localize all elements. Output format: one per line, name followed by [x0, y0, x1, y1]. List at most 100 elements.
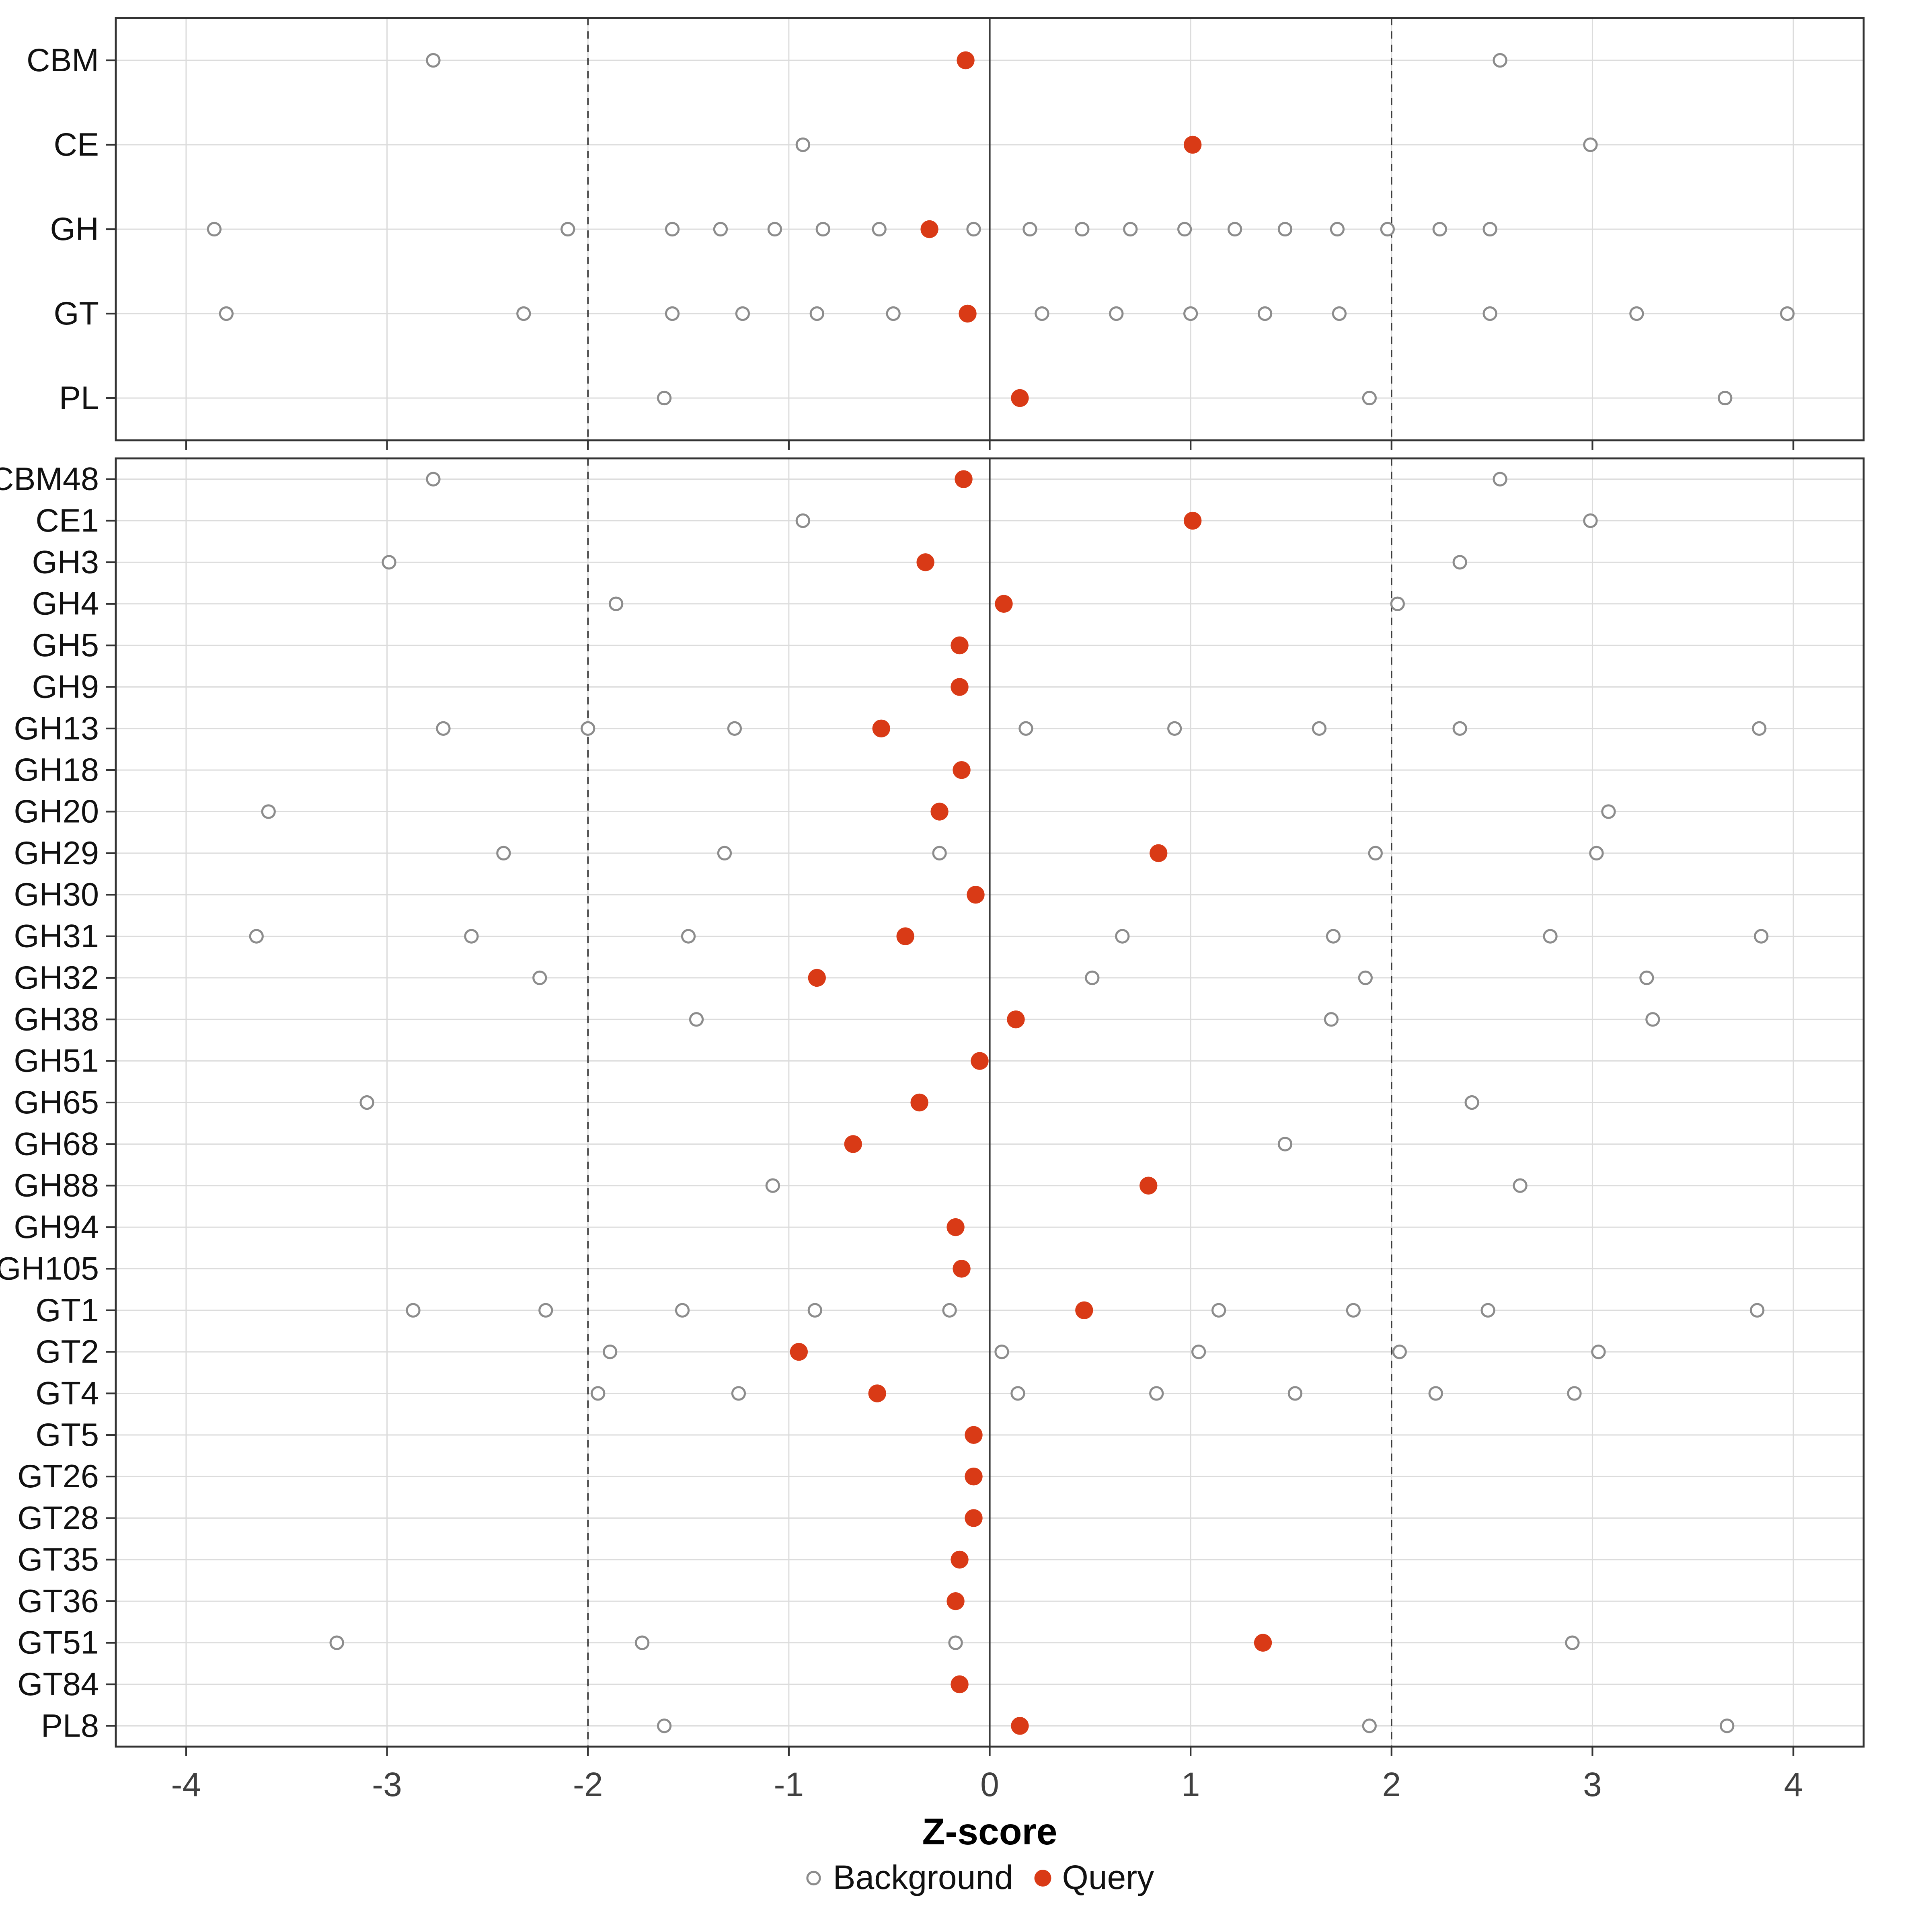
row-label: GT28 [17, 1500, 99, 1536]
background-point [464, 929, 479, 944]
legend-query-swatch [1034, 1870, 1051, 1887]
background-point [1452, 555, 1467, 570]
query-point [965, 1426, 983, 1444]
background-point [1167, 721, 1182, 736]
query-point [1254, 1634, 1272, 1652]
row-CE: CE [53, 127, 1598, 163]
query-point [951, 636, 969, 655]
query-point [1075, 1301, 1093, 1319]
background-point [1326, 929, 1341, 944]
legend: Background Query [806, 1858, 1154, 1896]
query-point [844, 1135, 862, 1153]
background-point [1358, 970, 1373, 986]
background-point [608, 596, 624, 611]
background-point [735, 306, 750, 321]
background-point [1480, 1303, 1495, 1318]
background-point [1277, 222, 1293, 237]
background-point [1583, 137, 1598, 152]
row-PL8: PL8 [41, 1708, 1735, 1744]
background-point [809, 306, 824, 321]
panel-border [115, 457, 1865, 1748]
background-point [731, 1386, 746, 1401]
x-tick-label: 2 [1382, 1766, 1401, 1803]
background-point [657, 390, 672, 406]
row-label: GH65 [14, 1084, 99, 1121]
row-label: GH20 [14, 794, 99, 830]
background-point [1330, 222, 1345, 237]
row-CBM: CBM [27, 42, 1507, 78]
background-point [1211, 1303, 1226, 1318]
row-label: GT84 [17, 1666, 99, 1702]
background-point [1368, 846, 1383, 861]
background-point [681, 929, 696, 944]
row-label: GH3 [32, 544, 99, 580]
background-point [1718, 390, 1733, 406]
query-point [916, 553, 934, 571]
query-point [965, 1509, 983, 1527]
row-label: GH32 [14, 960, 99, 996]
background-point [872, 222, 887, 237]
row-label: GT2 [35, 1334, 99, 1370]
query-point [959, 304, 977, 323]
background-point [1482, 222, 1497, 237]
query-point [953, 761, 971, 779]
row-label: CBM [27, 42, 99, 78]
legend-query-label: Query [1062, 1858, 1154, 1896]
query-point [957, 51, 975, 70]
row-GH68: GH68 [14, 1126, 1293, 1162]
background-point [1390, 596, 1405, 611]
row-GT2: GT2 [35, 1334, 1606, 1370]
row-label: GH29 [14, 835, 99, 871]
background-point [948, 1635, 963, 1650]
row-label: GT51 [17, 1625, 99, 1661]
background-point [727, 721, 742, 736]
query-point [955, 470, 973, 488]
background-point [795, 513, 810, 528]
background-point [1750, 1303, 1765, 1318]
row-label: GH68 [14, 1126, 99, 1162]
row-label: GH38 [14, 1001, 99, 1037]
background-point [1287, 1386, 1303, 1401]
background-point [426, 472, 441, 487]
row-label: GH105 [0, 1250, 99, 1287]
row-GH18: GH18 [14, 752, 971, 788]
background-point [1452, 721, 1467, 736]
query-point [953, 1260, 971, 1278]
row-label: GH88 [14, 1168, 99, 1204]
row-GH29: GH29 [14, 835, 1604, 871]
panel-border [115, 17, 1865, 441]
row-label: GT26 [17, 1458, 99, 1495]
background-point [1018, 721, 1033, 736]
background-point [1464, 1095, 1479, 1110]
panel-subfamilies: CBM48 CE1 GH3 GH4 GH5 GH9 GH13 GH18 GH20 GH29 GH30… [0, 457, 1865, 1756]
query-point [790, 1343, 808, 1361]
row-GH94: GH94 [14, 1209, 965, 1245]
background-point [1227, 222, 1242, 237]
background-point [1601, 804, 1616, 819]
x-tick-label: -2 [573, 1766, 603, 1803]
row-GT5: GT5 [35, 1417, 983, 1453]
x-tick-label: -4 [171, 1766, 201, 1803]
background-point [994, 1344, 1009, 1359]
query-point [1011, 1717, 1029, 1735]
background-point [886, 306, 901, 321]
row-label: GH30 [14, 877, 99, 913]
query-point [872, 719, 890, 738]
background-point [1565, 1635, 1580, 1650]
x-tick-label: 0 [980, 1766, 999, 1803]
row-label: CE1 [35, 503, 99, 539]
row-label: GH94 [14, 1209, 99, 1245]
background-point [657, 1718, 672, 1733]
background-point [942, 1303, 957, 1318]
row-label: GT5 [35, 1417, 99, 1453]
row-GH20: GH20 [14, 794, 1616, 830]
background-point [1035, 306, 1049, 321]
background-point [1589, 846, 1604, 861]
x-axis-title: Z-score [922, 1811, 1057, 1852]
background-point [1332, 306, 1347, 321]
background-point [1085, 970, 1100, 986]
background-point [1362, 1718, 1377, 1733]
row-label: CE [53, 127, 99, 163]
background-point [603, 1344, 618, 1359]
query-point [1007, 1010, 1025, 1029]
